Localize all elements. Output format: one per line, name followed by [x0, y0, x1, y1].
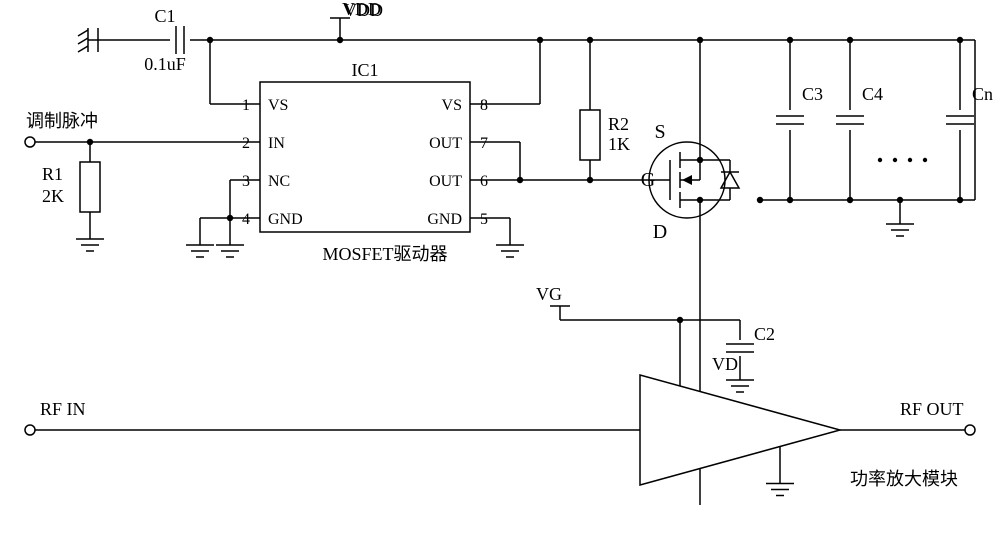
- label-r2-val: 1K: [608, 134, 630, 154]
- label-cap-2: Cn: [972, 84, 993, 104]
- label-s: S: [654, 121, 665, 143]
- label-c1: C1: [154, 6, 175, 26]
- label-rfin: RF IN: [40, 399, 86, 419]
- pin-name-right-2: OUT: [429, 173, 462, 190]
- pin-name-left-3: GND: [268, 211, 303, 228]
- pin-name-right-3: GND: [427, 211, 462, 228]
- label-d: D: [653, 221, 667, 243]
- label-ic1: IC1: [352, 60, 379, 80]
- label-pa: 功率放大模块: [850, 469, 958, 489]
- pin-name-right-0: VS: [442, 97, 462, 114]
- label-c2: C2: [754, 324, 775, 344]
- pin-name-left-1: IN: [268, 135, 285, 152]
- pin-num-left-1: 2: [242, 135, 250, 152]
- ic1-box: [260, 82, 470, 232]
- label-vg: VG: [536, 284, 562, 304]
- label-c1-val: 0.1uF: [144, 54, 186, 74]
- pin-num-right-0: 8: [480, 97, 488, 114]
- label-r2: R2: [608, 114, 629, 134]
- label-cap-1: C4: [862, 84, 883, 104]
- pin-num-right-1: 7: [480, 135, 488, 152]
- label-r1-val: 2K: [42, 186, 64, 206]
- label-r1: R1: [42, 164, 63, 184]
- label-mosfet-driver: MOSFET驱动器: [322, 244, 447, 264]
- label-g: G: [641, 169, 655, 191]
- label-vdd: VDD: [344, 0, 383, 20]
- pin-num-right-2: 6: [480, 173, 488, 190]
- label-mod-pulse: 调制脉冲: [26, 111, 98, 131]
- pin-num-left-2: 3: [242, 173, 250, 190]
- pin-num-left-3: 4: [242, 211, 250, 228]
- label-vd: VD: [712, 354, 738, 374]
- label-cap-0: C3: [802, 84, 823, 104]
- pin-name-right-1: OUT: [429, 135, 462, 152]
- label-rfout: RF OUT: [900, 399, 964, 419]
- pin-num-right-3: 5: [480, 211, 488, 228]
- pin-name-left-2: NC: [268, 173, 290, 190]
- pin-name-left-0: VS: [268, 97, 288, 114]
- pin-num-left-0: 1: [242, 97, 250, 114]
- circuit-diagram: C10.1uFVDDVDDIC11VS8VS2IN7OUT3NC6OUT4GND…: [0, 0, 1000, 542]
